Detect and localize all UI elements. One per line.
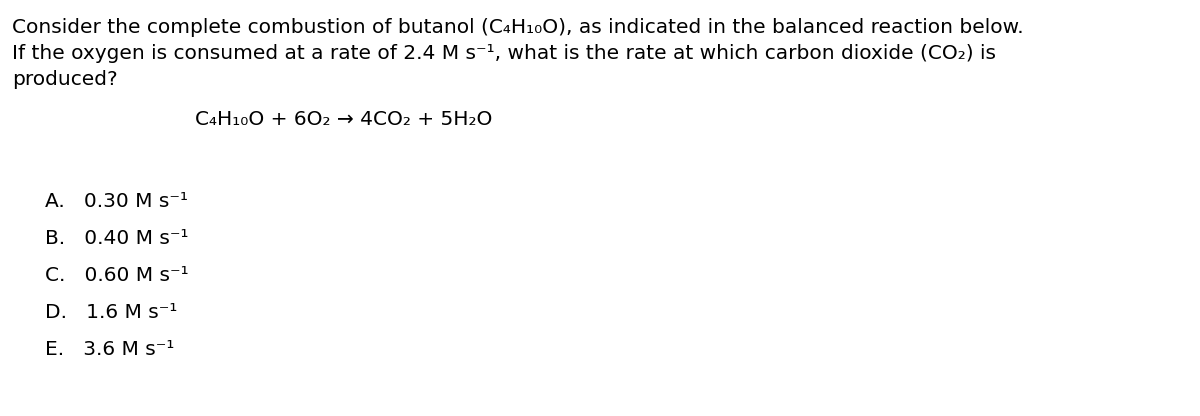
Text: D.   1.6 M s⁻¹: D. 1.6 M s⁻¹	[46, 303, 178, 322]
Text: C.   0.60 M s⁻¹: C. 0.60 M s⁻¹	[46, 266, 188, 285]
Text: A.   0.30 M s⁻¹: A. 0.30 M s⁻¹	[46, 192, 188, 211]
Text: Consider the complete combustion of butanol (C₄H₁₀O), as indicated in the balanc: Consider the complete combustion of buta…	[12, 18, 1024, 37]
Text: C₄H₁₀O + 6O₂ → 4CO₂ + 5H₂O: C₄H₁₀O + 6O₂ → 4CO₂ + 5H₂O	[194, 110, 492, 129]
Text: produced?: produced?	[12, 70, 118, 89]
Text: E.   3.6 M s⁻¹: E. 3.6 M s⁻¹	[46, 340, 174, 359]
Text: B.   0.40 M s⁻¹: B. 0.40 M s⁻¹	[46, 229, 188, 248]
Text: If the oxygen is consumed at a rate of 2.4 M s⁻¹, what is the rate at which carb: If the oxygen is consumed at a rate of 2…	[12, 44, 996, 63]
